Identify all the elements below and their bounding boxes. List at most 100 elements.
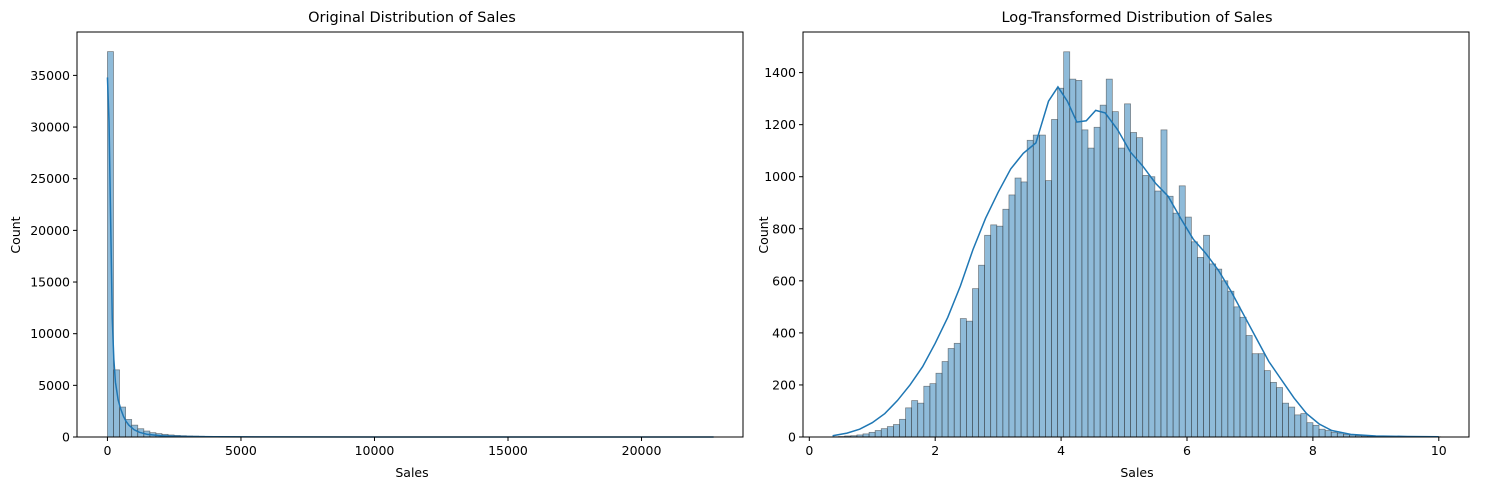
histogram-bar [1172, 212, 1180, 438]
histogram-bar [978, 264, 985, 438]
histogram-bar [1330, 431, 1338, 438]
x-tick-label: 15000 [488, 443, 528, 458]
histogram-bar [874, 430, 882, 438]
x-tick-label: 20000 [622, 443, 662, 458]
y-tick-label: 30000 [30, 120, 70, 135]
chart-title: Original Distribution of Sales [308, 10, 516, 26]
histogram-bar [1270, 381, 1277, 438]
x-tick-label: 0 [103, 443, 111, 458]
plot-frame [76, 31, 744, 438]
y-ticks: 0 5000 10000 15000 20000 25000 30000 35000 [30, 68, 77, 445]
histogram-bar [1124, 103, 1131, 438]
histogram-bar [1026, 139, 1034, 438]
y-tick-label: 800 [772, 221, 796, 236]
y-tick-label: 15000 [30, 275, 70, 290]
histogram-bar [1093, 126, 1101, 438]
y-axis-label: Count [756, 216, 771, 253]
histogram-bar [972, 288, 979, 438]
histogram-bar [1245, 335, 1253, 438]
sales-histogram-panel: Original Distribution of Sales 0 5000 1000… [8, 10, 744, 480]
histogram-bar [1130, 132, 1137, 438]
histogram-bar [1081, 129, 1089, 438]
histogram-bar [1221, 280, 1229, 438]
histogram-bar [1038, 134, 1046, 438]
histogram-bar [1142, 175, 1150, 438]
histogram-bar [1008, 194, 1016, 438]
histogram-bar [1215, 268, 1223, 438]
log-sales-histogram-panel: Log-Transformed Distribution of Sales 0 2… [756, 10, 1470, 480]
histogram-bar [1111, 111, 1119, 438]
histogram-bar [899, 418, 906, 438]
histogram-bar [880, 428, 888, 438]
histogram-bar [1020, 181, 1028, 438]
histogram-bar [1105, 78, 1113, 438]
kde-line [832, 85, 1439, 438]
histogram-bar [868, 431, 876, 438]
histogram-bar [1197, 257, 1204, 438]
histogram-bar [1032, 134, 1040, 438]
histogram-bar [984, 234, 992, 438]
histogram-bar [990, 224, 998, 438]
histogram-bar [1227, 290, 1235, 438]
histogram-bar [935, 372, 943, 438]
histogram-bar [1306, 422, 1314, 438]
histogram-bar [1160, 129, 1168, 438]
y-tick-label: 5000 [38, 378, 70, 393]
histogram-bar [1312, 424, 1320, 438]
histogram-bar [1282, 402, 1289, 438]
histogram-bar [1099, 104, 1107, 438]
y-tick-label: 10000 [30, 326, 70, 341]
histogram-bar [911, 400, 919, 438]
histogram-bar [1184, 216, 1192, 438]
y-tick-label: 0 [788, 430, 796, 445]
y-tick-label: 200 [772, 377, 796, 392]
y-tick-label: 20000 [30, 223, 70, 238]
histogram-bar [1063, 51, 1071, 438]
histogram-bar [959, 318, 967, 438]
x-tick-label: 2 [931, 443, 939, 458]
histogram-bar [119, 406, 126, 438]
histogram-bar [1075, 80, 1083, 438]
histogram-bar [1087, 147, 1095, 438]
x-axis-label: Sales [1120, 465, 1153, 480]
chart-title: Log-Transformed Distribution of Sales [1001, 10, 1272, 26]
x-tick-label: 5000 [225, 443, 257, 458]
histogram-bar [1288, 406, 1296, 438]
histogram-bar [917, 402, 925, 438]
y-tick-label: 0 [62, 430, 70, 445]
histogram-bar [1233, 306, 1241, 438]
y-tick-label: 1000 [764, 169, 796, 184]
histogram-bar [1136, 137, 1144, 438]
x-tick-label: 6 [1183, 443, 1191, 458]
y-tick-label: 25000 [30, 171, 70, 186]
histogram-bar [1166, 195, 1174, 438]
y-ticks: 0 200 400 600 800 1000 1200 1400 [764, 65, 803, 445]
histogram-bar [1300, 413, 1308, 438]
x-tick-label: 8 [1309, 443, 1317, 458]
bars [107, 51, 714, 438]
histogram-bar [1014, 177, 1022, 438]
histogram-bar [1239, 316, 1247, 438]
histogram-bar [1051, 119, 1058, 438]
histogram-bar [1045, 180, 1052, 438]
histogram-bar [1191, 241, 1198, 438]
x-ticks: 0 2 4 6 8 10 [805, 437, 1447, 458]
histogram-bar [953, 342, 961, 438]
histogram-bar [1002, 208, 1010, 438]
histogram-bar [1154, 190, 1162, 438]
kde-line [106, 77, 714, 438]
x-tick-label: 10 [1431, 443, 1447, 458]
histogram-bar [1203, 234, 1210, 438]
x-tick-label: 4 [1057, 443, 1065, 458]
histogram-bar [886, 426, 894, 438]
histogram-bar [1118, 147, 1125, 438]
y-tick-label: 600 [772, 273, 796, 288]
x-tick-label: 10000 [355, 443, 395, 458]
y-tick-label: 1400 [764, 65, 796, 80]
histogram-bar [1251, 353, 1259, 438]
x-tick-label: 0 [805, 443, 813, 458]
x-ticks: 0 5000 10000 15000 20000 [103, 437, 661, 458]
histogram-bar [929, 383, 937, 438]
histogram-bar [1324, 430, 1332, 438]
